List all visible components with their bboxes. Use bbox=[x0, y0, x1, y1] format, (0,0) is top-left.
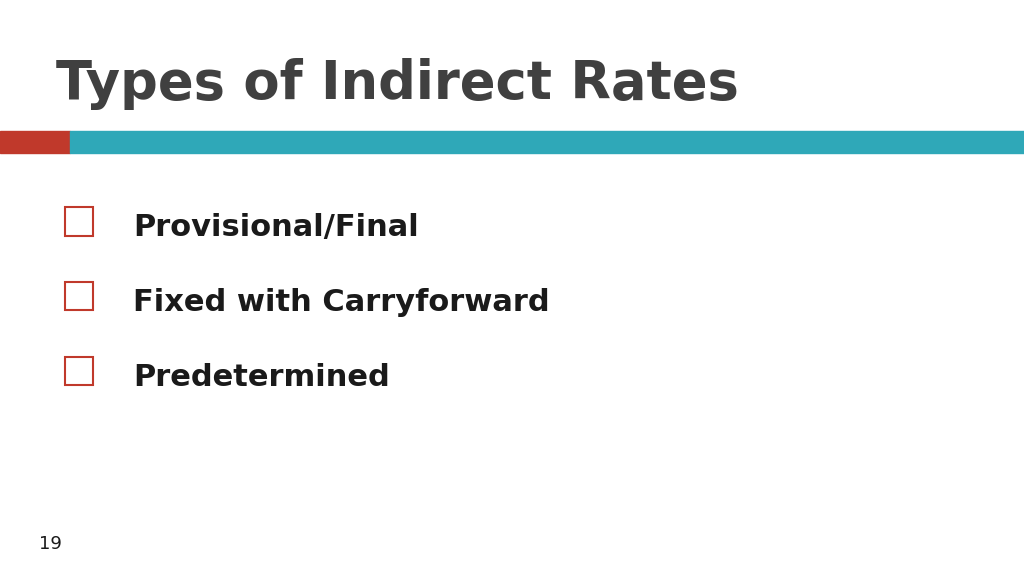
Bar bbox=[70, 131, 1024, 153]
Text: 19: 19 bbox=[39, 535, 61, 554]
Bar bbox=[65, 282, 93, 310]
Text: Predetermined: Predetermined bbox=[133, 363, 390, 392]
Bar bbox=[65, 357, 93, 385]
Text: Fixed with Carryforward: Fixed with Carryforward bbox=[133, 288, 550, 317]
Bar bbox=[65, 207, 93, 236]
Text: Types of Indirect Rates: Types of Indirect Rates bbox=[56, 58, 739, 109]
Bar bbox=[0, 131, 70, 153]
Text: Provisional/Final: Provisional/Final bbox=[133, 213, 419, 242]
